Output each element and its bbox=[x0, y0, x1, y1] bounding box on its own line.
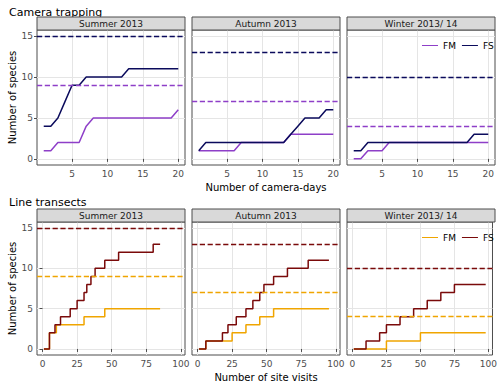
svg-text:5: 5 bbox=[27, 304, 33, 314]
svg-text:100: 100 bbox=[172, 359, 189, 369]
svg-text:Number of species: Number of species bbox=[7, 51, 18, 145]
svg-text:Summer 2013: Summer 2013 bbox=[79, 19, 143, 29]
svg-text:0: 0 bbox=[195, 359, 201, 369]
svg-text:FM: FM bbox=[443, 41, 456, 51]
svg-text:15: 15 bbox=[292, 169, 303, 179]
svg-text:Line transects: Line transects bbox=[9, 196, 87, 209]
svg-text:20: 20 bbox=[173, 169, 185, 179]
svg-text:5: 5 bbox=[27, 113, 33, 123]
svg-text:Autumn 2013: Autumn 2013 bbox=[235, 211, 296, 221]
svg-text:10: 10 bbox=[257, 169, 269, 179]
svg-text:5: 5 bbox=[379, 169, 385, 179]
svg-text:75: 75 bbox=[449, 359, 460, 369]
svg-text:5: 5 bbox=[69, 169, 75, 179]
svg-text:5: 5 bbox=[224, 169, 230, 179]
svg-text:Summer 2013: Summer 2013 bbox=[79, 211, 143, 221]
svg-text:75: 75 bbox=[296, 359, 307, 369]
svg-text:50: 50 bbox=[106, 359, 118, 369]
svg-text:Number of site visits: Number of site visits bbox=[214, 372, 317, 383]
svg-text:Number of species: Number of species bbox=[7, 242, 18, 336]
svg-text:0: 0 bbox=[27, 154, 33, 164]
svg-text:Winter 2013/ 14: Winter 2013/ 14 bbox=[385, 211, 458, 221]
svg-text:10: 10 bbox=[22, 72, 34, 82]
svg-text:0: 0 bbox=[40, 359, 46, 369]
svg-text:FM: FM bbox=[443, 233, 456, 243]
svg-text:50: 50 bbox=[415, 359, 427, 369]
svg-text:15: 15 bbox=[22, 31, 33, 41]
svg-text:15: 15 bbox=[137, 169, 148, 179]
svg-text:25: 25 bbox=[381, 359, 392, 369]
svg-text:10: 10 bbox=[102, 169, 114, 179]
svg-text:10: 10 bbox=[412, 169, 424, 179]
svg-text:0: 0 bbox=[350, 359, 356, 369]
svg-text:15: 15 bbox=[22, 223, 33, 233]
svg-text:25: 25 bbox=[226, 359, 237, 369]
svg-text:15: 15 bbox=[447, 169, 458, 179]
svg-text:20: 20 bbox=[483, 169, 495, 179]
svg-text:75: 75 bbox=[141, 359, 152, 369]
svg-text:100: 100 bbox=[327, 359, 344, 369]
svg-text:Autumn 2013: Autumn 2013 bbox=[235, 19, 296, 29]
svg-text:10: 10 bbox=[22, 263, 34, 273]
svg-text:0: 0 bbox=[27, 344, 33, 354]
svg-text:100: 100 bbox=[480, 359, 497, 369]
svg-text:FS: FS bbox=[483, 41, 494, 51]
svg-text:FS: FS bbox=[483, 233, 494, 243]
svg-text:20: 20 bbox=[328, 169, 340, 179]
svg-text:25: 25 bbox=[71, 359, 82, 369]
svg-text:Camera trapping: Camera trapping bbox=[9, 6, 103, 19]
svg-text:Winter 2013/ 14: Winter 2013/ 14 bbox=[385, 19, 458, 29]
svg-text:Number of camera-days: Number of camera-days bbox=[205, 182, 326, 193]
svg-text:50: 50 bbox=[261, 359, 273, 369]
